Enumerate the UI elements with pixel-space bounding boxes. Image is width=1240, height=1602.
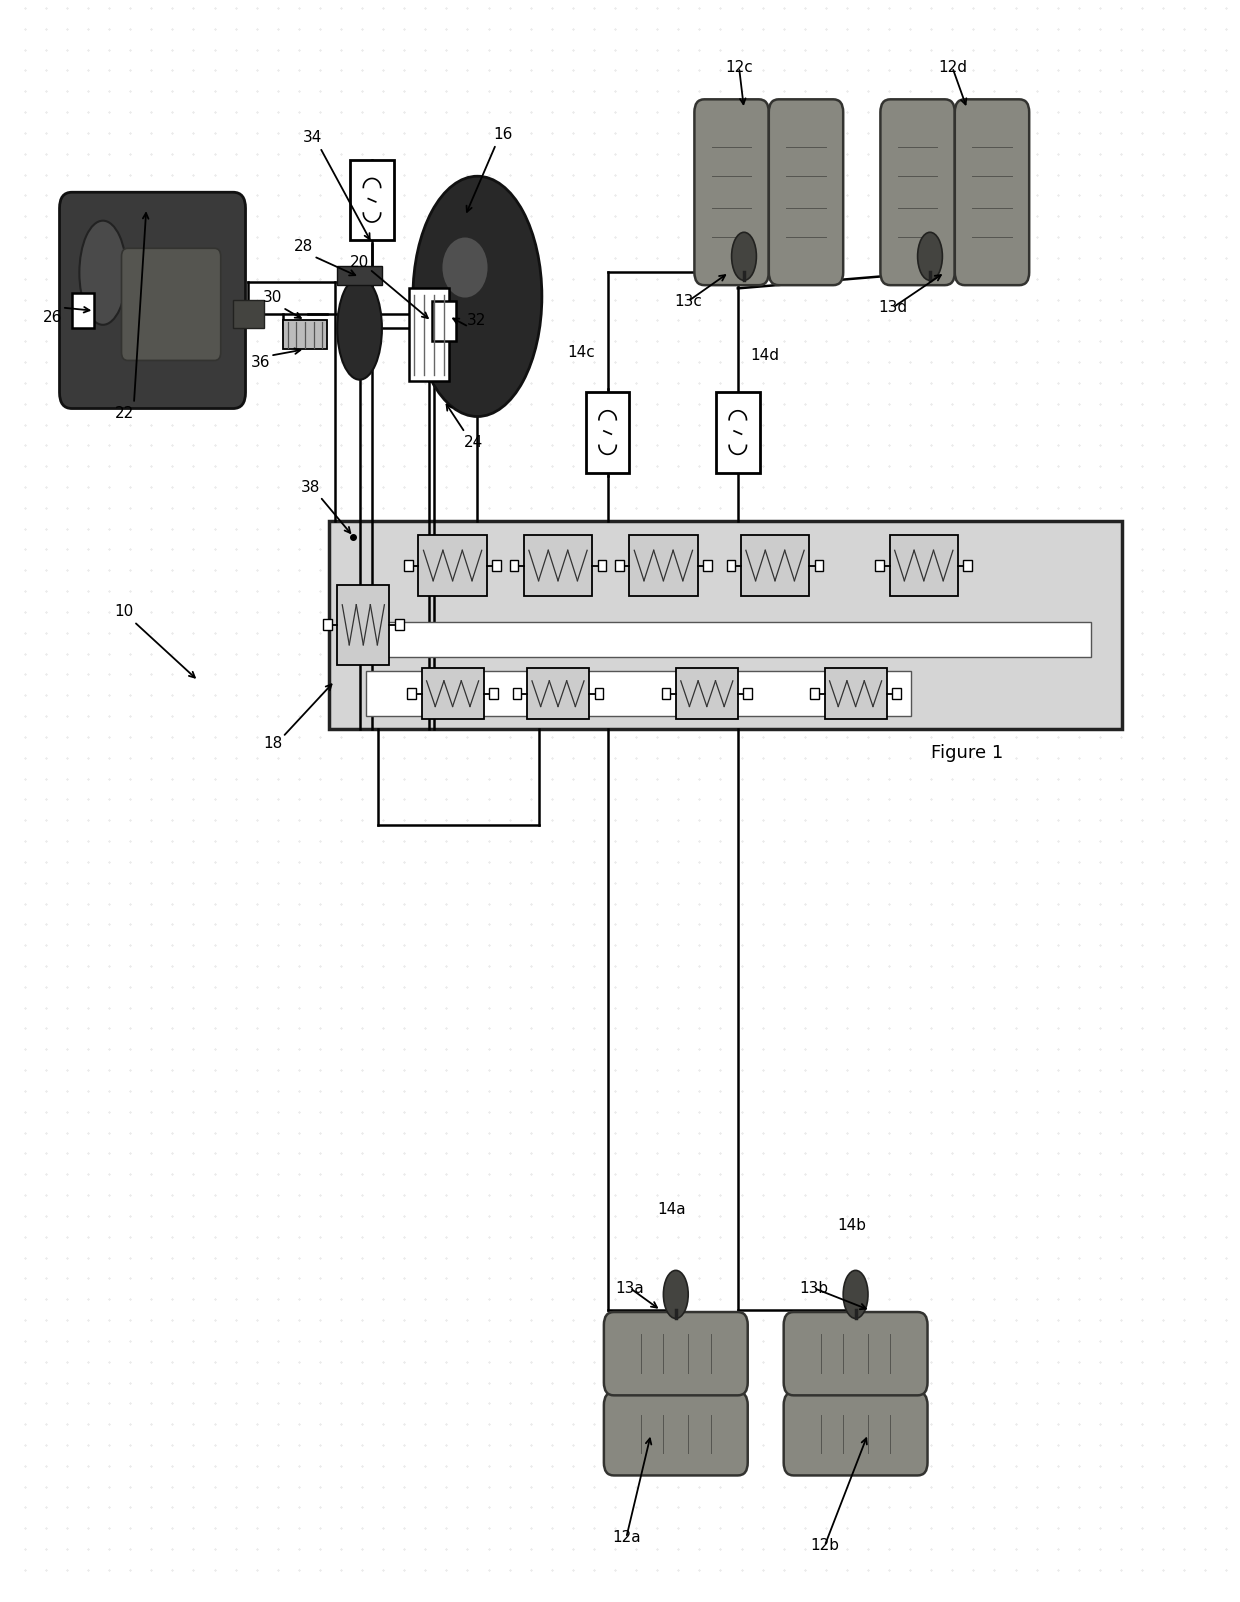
Bar (366, 671, 911, 716)
Text: 10: 10 (114, 604, 134, 620)
Text: Figure 1: Figure 1 (931, 743, 1003, 763)
Bar (811, 687, 818, 698)
Bar (422, 668, 484, 719)
Bar (890, 535, 959, 596)
Text: 14c: 14c (568, 344, 595, 360)
FancyBboxPatch shape (880, 99, 955, 285)
Bar (407, 687, 415, 698)
Text: 34: 34 (303, 130, 322, 146)
Bar (337, 266, 382, 285)
Bar (717, 392, 759, 473)
Text: 13b: 13b (799, 1280, 828, 1296)
Bar (322, 618, 332, 630)
Bar (825, 668, 887, 719)
Bar (418, 535, 486, 596)
Bar (510, 559, 518, 570)
Bar (283, 320, 327, 349)
FancyBboxPatch shape (955, 99, 1029, 285)
Ellipse shape (443, 237, 487, 298)
Ellipse shape (337, 277, 382, 380)
Text: 18: 18 (263, 735, 283, 751)
Bar (404, 559, 413, 570)
FancyBboxPatch shape (694, 99, 769, 285)
FancyBboxPatch shape (784, 1312, 928, 1395)
Ellipse shape (732, 232, 756, 280)
Text: 13a: 13a (615, 1280, 645, 1296)
Text: 14a: 14a (657, 1202, 686, 1218)
Bar (744, 687, 751, 698)
Text: 36: 36 (250, 354, 270, 370)
Bar (489, 687, 498, 698)
Text: 38: 38 (300, 479, 320, 495)
Bar (727, 559, 735, 570)
Bar (492, 559, 501, 570)
Bar (233, 300, 264, 328)
Bar (742, 535, 810, 596)
Bar (615, 559, 624, 570)
Bar (409, 288, 449, 381)
Bar (963, 559, 972, 570)
Bar (893, 687, 901, 698)
FancyBboxPatch shape (60, 192, 246, 409)
Bar (815, 559, 823, 570)
Bar (513, 687, 522, 698)
Text: 12c: 12c (725, 59, 753, 75)
Text: 14d: 14d (750, 348, 779, 364)
Text: 22: 22 (114, 405, 134, 421)
Bar (875, 559, 884, 570)
Ellipse shape (843, 1270, 868, 1318)
Bar (396, 618, 404, 630)
Text: 13d: 13d (878, 300, 908, 316)
FancyBboxPatch shape (122, 248, 221, 360)
Text: 12a: 12a (611, 1530, 641, 1546)
Text: 26: 26 (42, 309, 62, 325)
Text: 30: 30 (263, 290, 283, 306)
Bar (350, 160, 394, 240)
Text: 16: 16 (494, 127, 513, 143)
FancyBboxPatch shape (784, 1392, 928, 1475)
Text: 20: 20 (350, 255, 370, 271)
Ellipse shape (663, 1270, 688, 1318)
Bar (594, 687, 603, 698)
Bar (523, 535, 591, 596)
Bar (585, 392, 629, 473)
Ellipse shape (79, 221, 126, 325)
FancyBboxPatch shape (604, 1312, 748, 1395)
Text: 12b: 12b (810, 1538, 839, 1554)
Bar (432, 301, 456, 341)
Bar (676, 668, 738, 719)
Text: 24: 24 (464, 434, 484, 450)
Bar (366, 622, 1091, 657)
Bar (337, 585, 389, 665)
Bar (329, 521, 1122, 729)
Bar (630, 535, 698, 596)
Bar (662, 687, 670, 698)
Bar (598, 559, 606, 570)
Bar (703, 559, 712, 570)
Text: 32: 32 (466, 312, 486, 328)
FancyBboxPatch shape (604, 1392, 748, 1475)
Bar (72, 293, 94, 328)
Text: 28: 28 (294, 239, 314, 255)
Text: 14b: 14b (837, 1218, 866, 1234)
FancyBboxPatch shape (769, 99, 843, 285)
Text: 13c: 13c (675, 293, 702, 309)
Ellipse shape (918, 232, 942, 280)
Bar (527, 668, 589, 719)
Text: 12d: 12d (937, 59, 967, 75)
Ellipse shape (413, 176, 542, 417)
